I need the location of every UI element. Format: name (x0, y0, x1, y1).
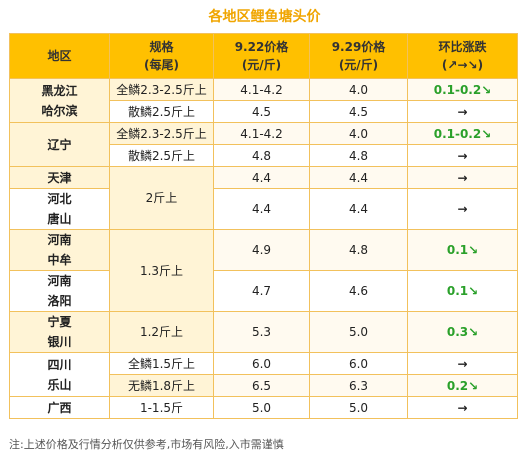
change-cell: 0.1-0.2↘ (407, 78, 518, 101)
region-cell: 河南 中牟 (9, 229, 110, 271)
spec-cell: 全鳞1.5斤上 (109, 352, 214, 375)
table-row: 广西 1-1.5斤 5.0 5.0 → (9, 396, 518, 419)
table-row: 天津 2斤上 4.4 4.4 → (9, 166, 518, 230)
region-cell: 辽宁 (9, 122, 110, 167)
price-0929-cell: 4.8 (309, 144, 408, 167)
table-row: 散鳞2.5斤上 4.8 4.8 → (10, 144, 518, 167)
spec-cell: 1.3斤上 (109, 229, 214, 312)
spec-cell: 散鳞2.5斤上 (109, 100, 214, 123)
change-cell: → (407, 396, 518, 419)
spec-cell: 全鳞2.3-2.5斤上 (109, 122, 214, 145)
price-0922-cell: 5.3 (213, 311, 310, 353)
header-price-0922: 9.22价格 (元/斤) (213, 33, 310, 79)
region-cell: 广西 (9, 396, 110, 419)
price-0922-cell: 6.0 (213, 352, 310, 375)
region-cell: 河北 唐山 (9, 188, 110, 230)
table-row: 河南 中牟 1.3斤上 4.9 4.8 0.1↘ (9, 229, 518, 312)
price-0922-cell: 5.0 (213, 396, 310, 419)
region-cell: 宁夏 银川 (9, 311, 110, 353)
price-0929-cell: 6.0 (309, 352, 408, 375)
header-spec: 规格 (每尾) (109, 33, 214, 79)
price-0922-cell: 4.7 (213, 270, 310, 312)
table-row: 散鳞2.5斤上 4.5 4.5 → (10, 100, 518, 123)
table-row: 四川 乐山 全鳞1.5斤上 6.0 6.0 → (9, 352, 518, 397)
disclaimer-note: 注:上述价格及行情分析仅供参考,市场有风险,入市需谨慎 (9, 438, 284, 451)
header-row: 地区 规格 (每尾) 9.22价格 (元/斤) 9.29价格 (元/斤) 环比涨跌 (↗… (9, 33, 518, 79)
price-0929-cell: 4.6 (309, 270, 408, 312)
change-cell: → (407, 144, 518, 167)
change-cell: 0.3↘ (407, 311, 518, 353)
table-row: 宁夏 银川 1.2斤上 5.3 5.0 0.3↘ (9, 311, 518, 353)
change-cell: → (407, 166, 518, 189)
header-region: 地区 (9, 33, 110, 79)
price-0929-cell: 4.0 (309, 78, 408, 101)
change-cell: → (407, 188, 518, 230)
price-0929-cell: 5.0 (309, 396, 408, 419)
header-change: 环比涨跌 (↗→↘) (407, 33, 518, 79)
change-cell: 0.2↘ (407, 374, 518, 397)
table-row: 辽宁 全鳞2.3-2.5斤上 4.1-4.2 4.0 0.1-0.2↘ (9, 122, 518, 167)
price-0929-cell: 4.8 (309, 229, 408, 271)
price-0929-cell: 4.5 (309, 100, 408, 123)
price-0922-cell: 4.1-4.2 (213, 122, 310, 145)
price-0922-cell: 6.5 (213, 374, 310, 397)
region-cell: 天津 (9, 166, 110, 189)
region-cell: 河南 洛阳 (9, 270, 110, 312)
change-cell: → (407, 352, 518, 375)
region-cell: 黑龙江 哈尔滨 (9, 78, 110, 123)
price-0929-cell: 4.4 (309, 166, 408, 189)
price-0929-cell: 4.0 (309, 122, 408, 145)
spec-cell: 全鳞2.3-2.5斤上 (109, 78, 214, 101)
spec-cell: 无鳞1.8斤上 (109, 374, 214, 397)
change-cell: → (407, 100, 518, 123)
price-0929-cell: 4.4 (309, 188, 408, 230)
price-0922-cell: 4.4 (213, 166, 310, 189)
table-row: 黑龙江 哈尔滨 全鳞2.3-2.5斤上 4.1-4.2 4.0 0.1-0.2↘ (9, 78, 518, 123)
table-row: 河北 唐山 4.4 4.4 → (9, 188, 518, 230)
header-price-0929: 9.29价格 (元/斤) (309, 33, 408, 79)
spec-cell: 散鳞2.5斤上 (109, 144, 214, 167)
spec-cell: 1.2斤上 (109, 311, 214, 353)
price-0922-cell: 4.8 (213, 144, 310, 167)
price-0922-cell: 4.9 (213, 229, 310, 271)
change-cell: 0.1↘ (407, 270, 518, 312)
spec-cell: 2斤上 (109, 166, 214, 230)
price-0922-cell: 4.4 (213, 188, 310, 230)
price-table: 地区 规格 (每尾) 9.22价格 (元/斤) 9.29价格 (元/斤) 环比涨跌 (↗… (9, 33, 518, 419)
price-0922-cell: 4.1-4.2 (213, 78, 310, 101)
change-cell: 0.1↘ (407, 229, 518, 271)
table-row: 河南 洛阳 4.7 4.6 0.1↘ (9, 270, 518, 312)
change-cell: 0.1-0.2↘ (407, 122, 518, 145)
price-0922-cell: 4.5 (213, 100, 310, 123)
region-cell: 四川 乐山 (9, 352, 110, 397)
price-0929-cell: 6.3 (309, 374, 408, 397)
table-title: 各地区鲤鱼塘头价 (208, 9, 321, 25)
price-0929-cell: 5.0 (309, 311, 408, 353)
spec-cell: 1-1.5斤 (109, 396, 214, 419)
